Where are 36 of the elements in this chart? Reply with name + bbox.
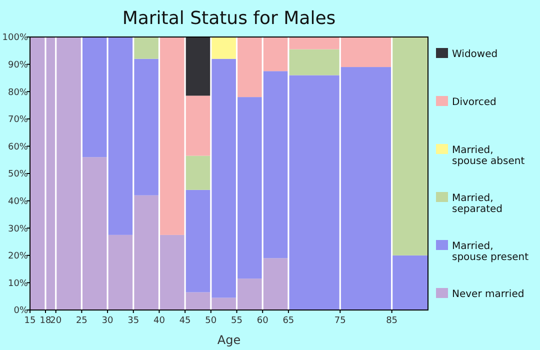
chart-title: Marital Status for Males <box>122 8 336 29</box>
x-tick-label: 85 <box>386 316 398 326</box>
x-tick-label: 18 <box>40 316 52 326</box>
y-tick-label: 0% <box>14 306 28 316</box>
y-tick-label: 90% <box>8 60 28 70</box>
y-tick-label: 80% <box>8 88 28 98</box>
bar <box>186 37 210 96</box>
x-tick-label: 65 <box>282 316 294 326</box>
bar <box>212 37 236 59</box>
x-tick-label: 40 <box>153 316 166 326</box>
y-tick-label: 30% <box>8 224 28 234</box>
legend-label: Married, spouse absent <box>452 145 525 167</box>
x-tick-label: 45 <box>179 316 191 326</box>
x-axis-title: Age <box>217 333 241 347</box>
x-tick-label: 60 <box>256 316 269 326</box>
x-tick-label: 35 <box>128 316 140 326</box>
x-tick-label: 55 <box>231 316 242 326</box>
x-tick-label: 25 <box>76 316 88 326</box>
legend-label: Never married <box>452 289 524 300</box>
x-tick-label: 15 <box>24 316 36 326</box>
x-tick-label: 20 <box>50 316 62 326</box>
legend-label: Married, separated <box>452 193 502 215</box>
y-tick-label: 20% <box>8 252 28 262</box>
legend-label: Married, spouse present <box>452 241 529 263</box>
y-tick-label: 70% <box>8 115 28 126</box>
y-tick-label: 40% <box>8 196 28 207</box>
bar <box>82 37 107 158</box>
x-tick-label: 75 <box>334 316 346 326</box>
x-tick-label: 30 <box>102 316 114 326</box>
x-tick-label: 50 <box>205 316 217 326</box>
y-tick-label: 100% <box>2 33 28 44</box>
legend-label: Divorced <box>452 97 496 108</box>
legend-label: Widowed <box>452 49 498 60</box>
y-tick-label: 10% <box>8 278 28 289</box>
y-tick-label: 60% <box>8 142 28 152</box>
y-tick-label: 50% <box>8 170 28 180</box>
